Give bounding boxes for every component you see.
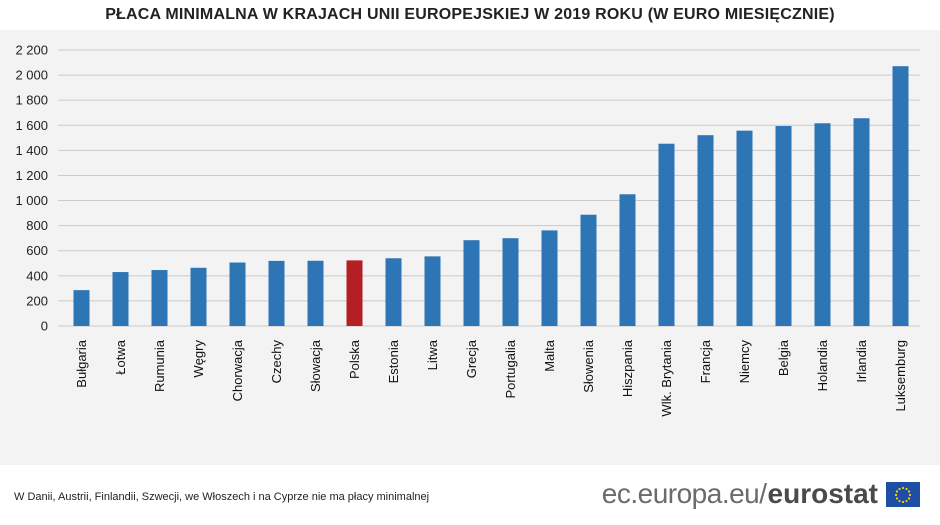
bar-słowacja xyxy=(307,260,324,326)
y-tick-label: 1 000 xyxy=(15,193,48,208)
x-tick-label: Belgia xyxy=(776,339,791,376)
bar-hiszpania xyxy=(619,194,636,326)
eu-star xyxy=(907,490,911,493)
footnote: W Danii, Austrii, Finlandii, Szwecji, we… xyxy=(14,491,430,503)
bar-wlk-brytania xyxy=(658,143,675,326)
eu-star xyxy=(898,499,901,503)
x-tick-label: Francja xyxy=(698,339,713,383)
bar-polska xyxy=(346,260,363,326)
y-tick-label: 400 xyxy=(26,268,48,283)
bar-belgia xyxy=(775,126,792,326)
bar-czechy xyxy=(268,260,285,326)
bar-grecja xyxy=(463,240,480,326)
bar-holandia xyxy=(814,123,831,326)
eu-star xyxy=(905,487,908,491)
bar-irlandia xyxy=(853,118,870,326)
y-tick-label: 2 200 xyxy=(15,43,48,58)
bar-luksemburg xyxy=(892,66,909,326)
bar-chorwacja xyxy=(229,262,246,326)
bar-rumunia xyxy=(151,270,168,326)
bar-węgry xyxy=(190,267,207,326)
eu-star xyxy=(901,486,905,490)
x-tick-label: Irlandia xyxy=(854,339,869,382)
plot-area: 0 200 400 600 800 1 000 1 200 1 400 1 600 1 800 2 … xyxy=(0,30,940,465)
y-axis-ticks: 0 200 400 600 800 1 000 1 200 1 400 1 600 1 800 2 … xyxy=(15,43,48,334)
x-tick-label: Litwa xyxy=(425,339,440,370)
y-tick-label: 1 200 xyxy=(15,168,48,183)
eu-star xyxy=(895,497,899,500)
x-tick-label: Słowenia xyxy=(581,339,596,393)
x-axis-ticks: Bułgaria Łotwa Rumunia Węgry Chorwacja Czechy… xyxy=(74,339,908,416)
bar-malta xyxy=(541,230,558,326)
bar-estonia xyxy=(385,258,402,326)
y-tick-label: 1 800 xyxy=(15,93,48,108)
x-tick-label: Luksemburg xyxy=(893,340,908,412)
y-tick-label: 0 xyxy=(41,319,48,334)
bar-francja xyxy=(697,135,714,326)
x-tick-label: Malta xyxy=(542,339,557,372)
x-tick-label: Holandia xyxy=(815,339,830,391)
y-tick-label: 2 000 xyxy=(15,68,48,83)
eu-star xyxy=(907,497,911,500)
eu-star xyxy=(898,487,901,491)
y-tick-label: 1 400 xyxy=(15,143,48,158)
eurostat-logo[interactable]: ec.europa.eu/eurostat xyxy=(602,478,920,510)
bar-niemcy xyxy=(736,130,753,326)
eu-star xyxy=(894,493,898,497)
x-tick-label: Łotwa xyxy=(113,339,128,374)
y-tick-label: 800 xyxy=(26,218,48,233)
bars xyxy=(73,66,909,326)
x-tick-label: Portugalia xyxy=(503,339,518,398)
bar-łotwa xyxy=(112,272,129,326)
x-tick-label: Hiszpania xyxy=(620,339,635,397)
eu-star xyxy=(908,493,912,497)
x-tick-label: Niemcy xyxy=(737,340,752,384)
bar-bułgaria xyxy=(73,290,90,326)
y-tick-label: 1 600 xyxy=(15,118,48,133)
x-tick-label: Grecja xyxy=(464,339,479,378)
bar-chart: 0 200 400 600 800 1 000 1 200 1 400 1 600 1 800 2 … xyxy=(15,43,920,417)
x-tick-label: Chorwacja xyxy=(230,339,245,401)
bar-portugalia xyxy=(502,238,519,326)
x-tick-label: Wlk. Brytania xyxy=(659,339,674,416)
x-tick-label: Estonia xyxy=(386,339,401,383)
x-tick-label: Czechy xyxy=(269,340,284,384)
x-tick-label: Węgry xyxy=(191,340,206,378)
x-tick-label: Polska xyxy=(347,339,362,379)
x-tick-label: Rumunia xyxy=(152,339,167,392)
x-tick-label: Bułgaria xyxy=(74,339,89,387)
chart-title: PŁACA MINIMALNA W KRAJACH UNII EUROPEJSK… xyxy=(105,6,835,23)
eu-flag-icon xyxy=(886,482,920,507)
x-tick-label: Słowacja xyxy=(308,339,323,392)
eu-star xyxy=(901,500,905,504)
eu-star xyxy=(905,499,908,503)
y-tick-label: 200 xyxy=(26,293,48,308)
logo-domain: ec.europa.eu/ xyxy=(601,478,767,509)
y-tick-label: 600 xyxy=(26,243,48,258)
bar-litwa xyxy=(424,256,441,326)
eu-star xyxy=(895,490,899,493)
bar-słowenia xyxy=(580,214,597,326)
logo-brand: eurostat xyxy=(767,478,878,509)
